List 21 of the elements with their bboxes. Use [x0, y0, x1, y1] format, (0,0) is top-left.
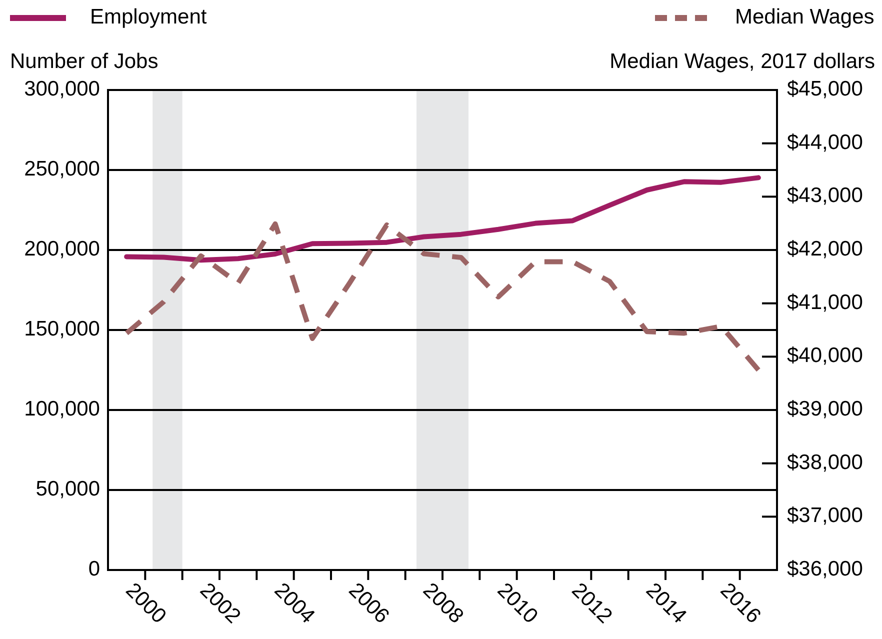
legend-label: Median Wages [735, 6, 874, 29]
y2-tick-label: $45,000 [787, 78, 863, 101]
y-tick-label: 0 [88, 558, 100, 581]
y2-tick-label: $36,000 [787, 558, 863, 581]
y2-tick-label: $43,000 [787, 184, 863, 208]
y2-tick-label: $42,000 [787, 238, 863, 261]
y2-tick-label: $37,000 [787, 504, 863, 528]
y-tick-label: 300,000 [24, 78, 100, 101]
y-tick-label: 200,000 [24, 238, 100, 261]
y-tick-label: 100,000 [24, 398, 100, 421]
legend-label: Employment [90, 6, 207, 29]
y2-axis-title: Median Wages, 2017 dollars [610, 50, 875, 73]
y-tick-label: 250,000 [24, 158, 100, 181]
y2-tick-label: $39,000 [787, 398, 863, 421]
y-tick-label: 150,000 [24, 318, 100, 341]
y-axis-title: Number of Jobs [10, 50, 158, 73]
y2-tick-label: $40,000 [787, 344, 863, 368]
y2-tick-label: $41,000 [787, 290, 863, 314]
y2-tick-label: $38,000 [787, 450, 863, 474]
y-tick-label: 50,000 [36, 478, 100, 501]
y2-tick-label: $44,000 [787, 130, 863, 154]
